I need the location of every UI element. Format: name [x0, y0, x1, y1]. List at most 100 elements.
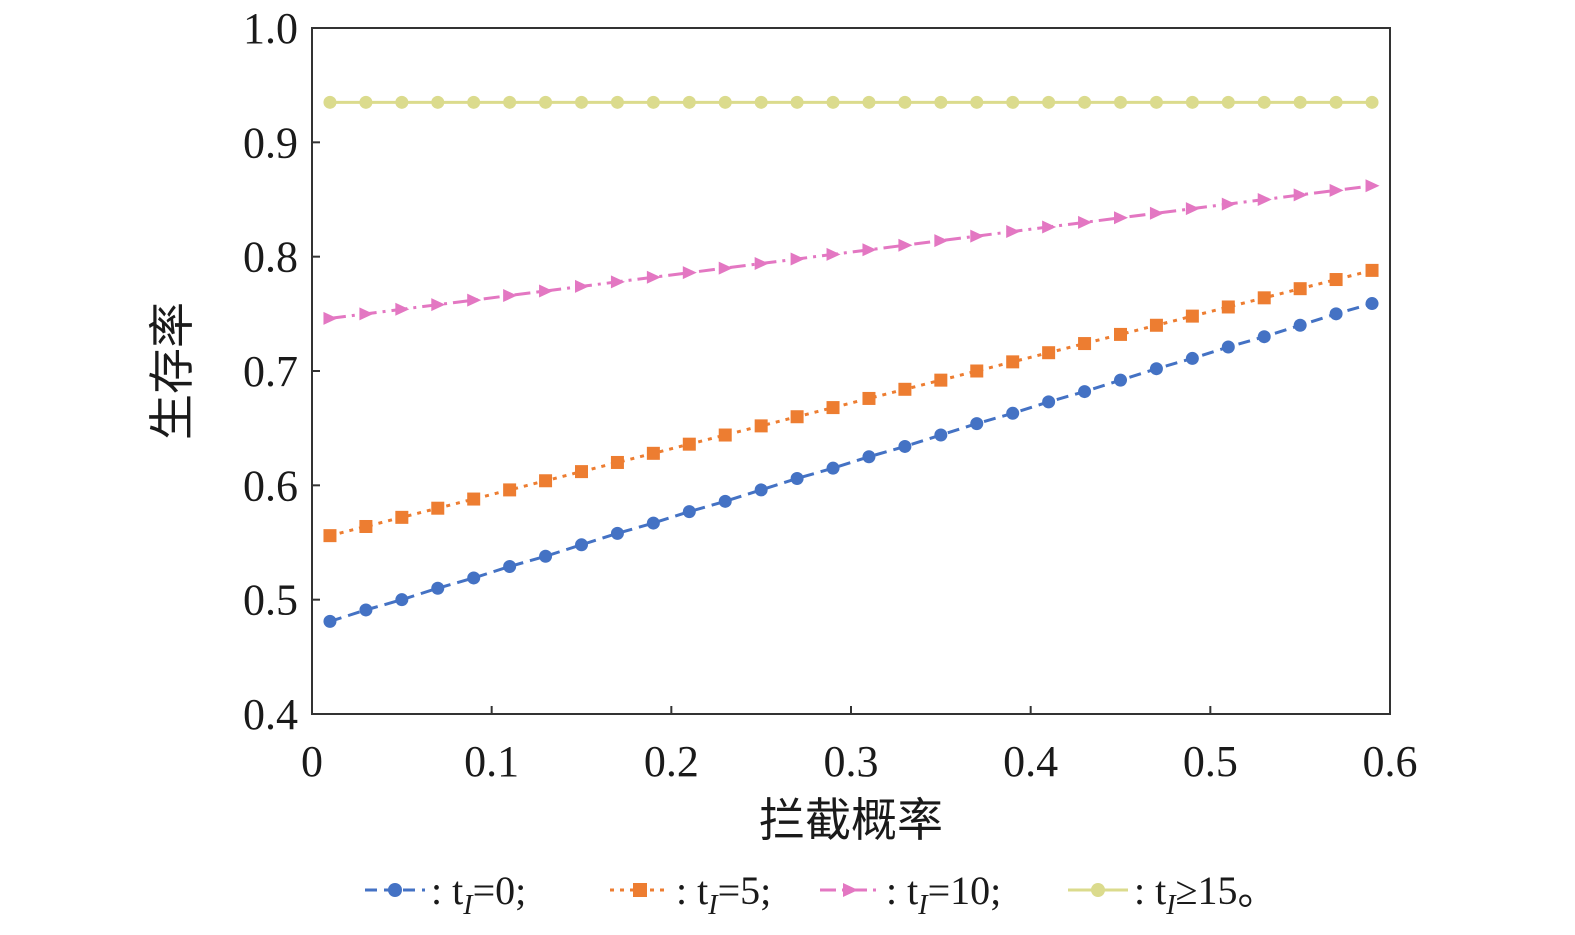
data-point: [1042, 395, 1056, 409]
data-point: [431, 581, 445, 595]
data-point: [1221, 197, 1236, 211]
data-point: [575, 95, 588, 109]
data-point: [1149, 206, 1164, 220]
data-point: [1221, 340, 1235, 354]
data-point: [575, 465, 588, 479]
data-point: [1114, 327, 1127, 341]
data-point: [503, 95, 517, 109]
data-point: [1185, 95, 1199, 109]
data-point: [970, 417, 984, 431]
data-point: [1257, 95, 1271, 109]
data-point: [898, 382, 912, 396]
data-point: [1329, 183, 1344, 197]
legend-marker: [1091, 883, 1105, 897]
series-line: [329, 268, 1373, 538]
data-point: [646, 516, 660, 530]
legend-marker: [388, 883, 402, 897]
legend: : tI=0; : tI=5; : tI=10; : tI≥15。: [365, 868, 1278, 921]
data-point: [503, 289, 518, 303]
data-point: [934, 95, 948, 109]
data-point: [862, 391, 876, 405]
data-point: [790, 252, 805, 266]
data-point: [754, 419, 768, 433]
data-point: [467, 293, 482, 307]
data-point: [646, 446, 660, 460]
y-tick-label: 0.9: [243, 118, 298, 167]
data-point: [718, 261, 733, 275]
y-tick-label: 0.7: [243, 347, 298, 396]
data-point: [323, 614, 337, 628]
data-point: [970, 95, 984, 109]
data-point: [1221, 95, 1235, 109]
y-tick-label: 0.8: [243, 233, 298, 282]
data-point: [1042, 220, 1057, 234]
data-point: [1293, 95, 1307, 109]
series-2: [323, 179, 1380, 325]
data-point: [359, 95, 373, 109]
y-tick-label: 0.6: [243, 461, 298, 510]
data-point: [754, 95, 768, 109]
legend-label: : tI≥15。: [1134, 868, 1278, 921]
x-tick-label: 0.3: [824, 737, 879, 786]
data-point: [718, 494, 732, 508]
data-point: [1293, 188, 1308, 202]
data-point: [1006, 406, 1020, 420]
data-point: [539, 284, 554, 298]
data-point: [431, 501, 445, 515]
data-point: [610, 95, 624, 109]
data-point: [1185, 309, 1199, 323]
data-point: [826, 247, 841, 261]
series-line: [329, 184, 1373, 320]
data-point: [1257, 291, 1271, 305]
data-point: [1149, 95, 1163, 109]
data-point: [395, 302, 410, 316]
data-point: [790, 410, 804, 424]
x-tick-label: 0.4: [1003, 737, 1058, 786]
data-point: [1042, 95, 1056, 109]
data-point: [898, 439, 912, 453]
data-point: [898, 95, 912, 109]
data-point: [323, 95, 337, 109]
data-point: [575, 279, 589, 293]
data-point: [431, 95, 445, 109]
legend-label: : tI=10;: [886, 868, 1001, 921]
y-axis-title: 生存率: [145, 302, 199, 440]
legend-marker: [843, 883, 858, 897]
data-point: [1006, 95, 1020, 109]
legend-marker: [633, 883, 647, 897]
data-point: [575, 538, 588, 552]
x-tick-label: 0.5: [1183, 737, 1238, 786]
y-axis-ticks: 0.4 0.5 0.6 0.7 0.8 0.9 1.0: [243, 4, 320, 739]
data-point: [1006, 225, 1021, 239]
legend-label: : tI=0;: [431, 868, 526, 921]
y-tick-label: 0.4: [243, 690, 298, 739]
x-tick-label: 0.6: [1363, 737, 1418, 786]
data-point: [431, 298, 446, 312]
data-point: [1365, 297, 1379, 311]
plot-frame: [311, 27, 1391, 715]
data-point: [790, 471, 804, 485]
data-point: [467, 571, 481, 585]
data-point: [1078, 385, 1092, 399]
legend-label: : tI=5;: [676, 868, 771, 921]
data-point: [467, 492, 481, 506]
data-point: [826, 461, 840, 475]
data-point: [1365, 263, 1379, 277]
data-point: [1293, 282, 1307, 296]
data-point: [1185, 351, 1199, 365]
data-point: [503, 483, 517, 497]
data-point: [1329, 95, 1343, 109]
data-point: [323, 311, 338, 325]
data-point: [934, 428, 948, 442]
data-point: [1078, 337, 1092, 351]
data-point: [610, 455, 624, 469]
data-point: [1114, 95, 1127, 109]
data-point: [1114, 373, 1127, 387]
data-point: [395, 593, 409, 607]
data-point: [1329, 307, 1343, 321]
data-point: [970, 364, 984, 378]
data-point: [754, 483, 768, 497]
data-point: [467, 95, 481, 109]
data-point: [1293, 318, 1307, 332]
series-0: [323, 297, 1379, 628]
